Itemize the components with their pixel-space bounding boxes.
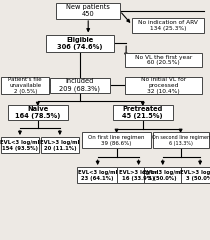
FancyBboxPatch shape [56, 3, 120, 19]
Text: No indication of ARV
134 (25.3%): No indication of ARV 134 (25.3%) [138, 20, 198, 30]
FancyBboxPatch shape [1, 137, 39, 153]
FancyBboxPatch shape [8, 106, 68, 120]
FancyBboxPatch shape [125, 77, 202, 94]
FancyBboxPatch shape [77, 167, 119, 183]
FancyBboxPatch shape [82, 132, 151, 148]
Text: Pretreated
45 (21.5%): Pretreated 45 (21.5%) [122, 106, 163, 119]
Text: On second line regimen
6 (13.3%): On second line regimen 6 (13.3%) [152, 135, 210, 146]
Text: Patient's file
unavailable
2 (0.5%): Patient's file unavailable 2 (0.5%) [8, 77, 42, 94]
FancyBboxPatch shape [50, 78, 110, 92]
FancyBboxPatch shape [41, 137, 79, 153]
Text: Eligible
306 (74.6%): Eligible 306 (74.6%) [57, 37, 102, 50]
FancyBboxPatch shape [125, 53, 202, 67]
Text: New patients
450: New patients 450 [66, 4, 110, 17]
FancyBboxPatch shape [181, 167, 210, 183]
FancyBboxPatch shape [1, 77, 49, 94]
Text: EVL<3 log/ml
3 (50.0%): EVL<3 log/ml 3 (50.0%) [143, 170, 182, 180]
FancyBboxPatch shape [113, 106, 173, 120]
FancyBboxPatch shape [46, 35, 114, 52]
FancyBboxPatch shape [118, 167, 160, 183]
FancyBboxPatch shape [144, 167, 182, 183]
Text: EVL<3 log/ml
23 (64.1%): EVL<3 log/ml 23 (64.1%) [78, 170, 117, 180]
Text: On first line regimen
39 (86.6%): On first line regimen 39 (86.6%) [88, 135, 145, 146]
FancyBboxPatch shape [153, 132, 209, 148]
Text: Naive
164 (78.5%): Naive 164 (78.5%) [15, 106, 60, 119]
Text: EVL<3 log/ml
154 (93.5%): EVL<3 log/ml 154 (93.5%) [0, 140, 40, 151]
Text: No VL the first year
60 (20.5%): No VL the first year 60 (20.5%) [135, 55, 192, 66]
Text: No initial VL for
processed
32 (10.4%): No initial VL for processed 32 (10.4%) [141, 77, 186, 94]
Text: EVL>3 log/ml
16 (33.9%): EVL>3 log/ml 16 (33.9%) [119, 170, 158, 180]
Text: EVL>3 log/ml
20 (11.1%): EVL>3 log/ml 20 (11.1%) [40, 140, 80, 151]
Text: Included
209 (68.3%): Included 209 (68.3%) [59, 78, 100, 92]
FancyBboxPatch shape [132, 18, 204, 32]
Text: EVL>3 log/ml
3 (50.0%): EVL>3 log/ml 3 (50.0%) [180, 170, 210, 180]
